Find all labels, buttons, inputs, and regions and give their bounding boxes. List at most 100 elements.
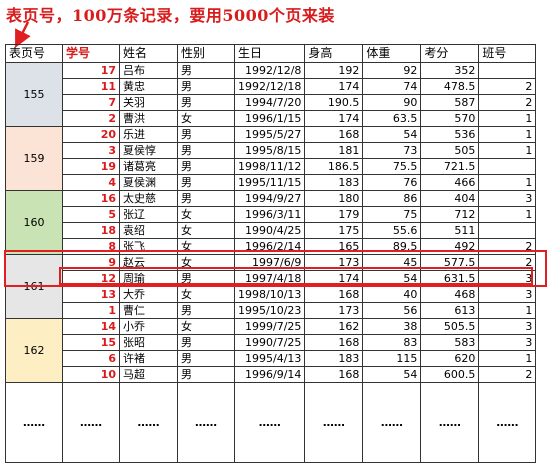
student-id-cell: 16 [62, 190, 120, 207]
height-cell: 179 [304, 206, 364, 223]
student-id-cell: 12 [62, 270, 120, 287]
class-no-cell: 3 [478, 270, 537, 287]
table-row: 15 张昭男 1990/7/25 168 83 583 3 [6, 334, 537, 351]
ellipsis-cell: …… [62, 382, 120, 463]
name-cell: 大乔 [119, 286, 178, 303]
height-cell: 173 [304, 254, 364, 271]
score-cell: 505 [420, 142, 480, 159]
birthday-cell: 1998/11/12 [233, 158, 306, 175]
header-birthday: 生日 [233, 44, 306, 63]
table-row: 6 许褚男 1995/4/13 183 115 620 1 [6, 350, 537, 367]
ellipsis-cell: …… [5, 382, 63, 463]
student-id-cell: 11 [62, 78, 120, 95]
table-row: 11 黄忠男 1992/12/18 174 74 478.5 2 [6, 78, 537, 95]
ellipsis-row: ……………………………………………… [5, 382, 537, 463]
score-cell: 468 [420, 286, 480, 303]
height-cell: 174 [304, 110, 364, 127]
name-cell: 太史慈 [119, 190, 178, 207]
name-cell: 曹仁 [119, 302, 178, 319]
weight-cell: 40 [362, 286, 422, 303]
birthday-cell: 1995/10/23 [233, 302, 306, 319]
header-score: 考分 [420, 44, 480, 63]
header-student-id: 学号 [62, 44, 120, 63]
header-name: 姓名 [119, 44, 178, 63]
gender-cell: 男 [177, 126, 235, 143]
header-weight: 体重 [362, 44, 422, 63]
student-table: 表页号 学号 姓名 性别 生日 身高 体重 考分 班号 155 17 吕布男 1992/12/8 192 9… [5, 44, 537, 463]
height-cell: 168 [304, 334, 364, 351]
table-row: 2 曹洪女 1996/1/15 174 63.5 570 1 [6, 110, 537, 127]
score-cell: 613 [420, 302, 480, 319]
class-no-cell: 2 [478, 94, 537, 111]
header-row: 表页号 学号 姓名 性别 生日 身高 体重 考分 班号 [5, 44, 537, 63]
birthday-cell: 1994/9/27 [233, 190, 306, 207]
score-cell: 466 [420, 174, 480, 191]
gender-cell: 女 [177, 238, 235, 255]
name-cell: 张昭 [119, 334, 178, 351]
height-cell: 183 [304, 350, 364, 367]
class-no-cell: 1 [478, 174, 537, 191]
score-cell: 600.5 [420, 366, 480, 383]
class-no-cell: 2 [478, 366, 537, 383]
score-cell: 712 [420, 206, 480, 223]
score-cell: 478.5 [420, 78, 480, 95]
weight-cell: 86 [362, 190, 422, 207]
height-cell: 173 [304, 302, 364, 319]
gender-cell: 女 [177, 222, 235, 239]
weight-cell: 90 [362, 94, 422, 111]
student-id-cell: 13 [62, 286, 120, 303]
weight-cell: 55.6 [362, 222, 422, 239]
header-height: 身高 [304, 44, 364, 63]
table-row: 18 袁绍女 1990/4/25 175 55.6 511 [6, 222, 537, 239]
birthday-cell: 1990/4/25 [233, 222, 306, 239]
table-row: 8 张飞女 1996/2/14 165 89.5 492 2 [6, 238, 537, 255]
score-cell: 492 [420, 238, 480, 255]
height-cell: 175 [304, 222, 364, 239]
birthday-cell: 1997/6/9 [233, 254, 306, 271]
gender-cell: 男 [177, 174, 235, 191]
name-cell: 赵云 [119, 254, 178, 271]
weight-cell: 75.5 [362, 158, 422, 175]
table-row: 162 14 小乔女 1999/7/25 162 38 505.5 3 [5, 318, 537, 383]
student-id-cell: 20 [62, 126, 120, 143]
score-cell: 587 [420, 94, 480, 111]
weight-cell: 74 [362, 78, 422, 95]
gender-cell: 女 [177, 286, 235, 303]
student-id-cell: 4 [62, 174, 120, 191]
table-row: 10 马超男 1996/9/14 168 54 600.5 2 [6, 366, 537, 383]
student-id-cell: 19 [62, 158, 120, 175]
score-cell: 620 [420, 350, 480, 367]
score-cell: 631.5 [420, 270, 480, 287]
ellipsis-cell: …… [304, 382, 364, 463]
birthday-cell: 1996/9/14 [233, 366, 306, 383]
gender-cell: 男 [177, 158, 235, 175]
birthday-cell: 1995/8/15 [233, 142, 306, 159]
table-row: 161 9 赵云女 1997/6/9 173 45 577.5 2 [5, 254, 537, 319]
name-cell: 马超 [119, 366, 178, 383]
weight-cell: 89.5 [362, 238, 422, 255]
score-cell: 352 [420, 62, 480, 79]
height-cell: 174 [304, 78, 364, 95]
gender-cell: 女 [177, 110, 235, 127]
student-id-cell: 10 [62, 366, 120, 383]
birthday-cell: 1998/10/13 [233, 286, 306, 303]
name-cell: 小乔 [119, 318, 178, 335]
name-cell: 诸葛亮 [119, 158, 178, 175]
table-row: 19 诸葛亮男 1998/11/12 186.5 75.5 721.5 [6, 158, 537, 175]
page-number-cell: 155 [5, 62, 63, 127]
gender-cell: 女 [177, 254, 235, 271]
gender-cell: 男 [177, 334, 235, 351]
class-no-cell: 1 [478, 110, 537, 127]
weight-cell: 73 [362, 142, 422, 159]
height-cell: 180 [304, 190, 364, 207]
header-page-no: 表页号 [5, 44, 63, 63]
gender-cell: 男 [177, 302, 235, 319]
class-no-cell: 1 [478, 350, 537, 367]
table-row: 1 曹仁男 1995/10/23 173 56 613 1 [6, 302, 537, 319]
gender-cell: 女 [177, 318, 235, 335]
score-cell: 577.5 [420, 254, 480, 271]
student-id-cell: 14 [62, 318, 120, 335]
weight-cell: 38 [362, 318, 422, 335]
student-id-cell: 8 [62, 238, 120, 255]
birthday-cell: 1996/1/15 [233, 110, 306, 127]
